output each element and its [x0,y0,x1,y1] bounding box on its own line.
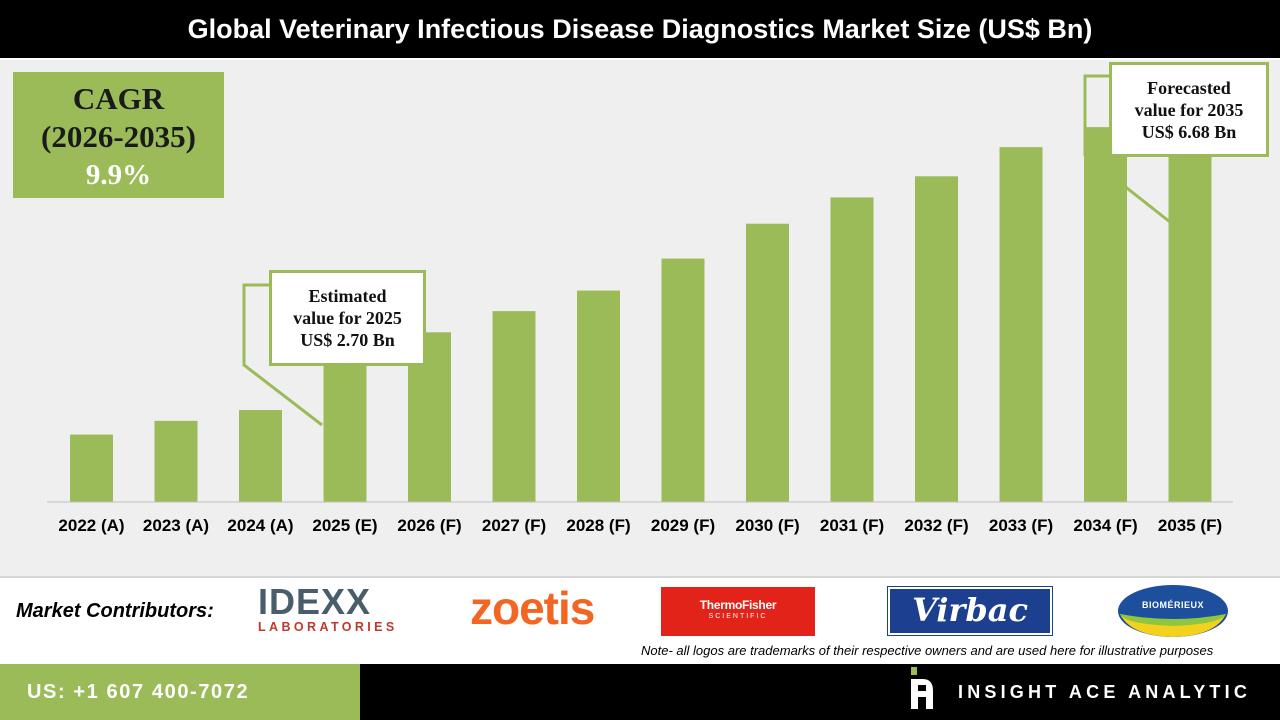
bar-2027-f [492,311,536,502]
x-tick-label: 2032 (F) [904,516,968,535]
x-tick-label: 2034 (F) [1073,516,1137,535]
bar-2024-a [239,410,282,502]
bar-2028-f [577,290,620,502]
insight-ace-logo-icon [911,667,933,709]
bar-2032-f [915,176,958,503]
forecasted-callout-connector [1083,74,1171,224]
estimated-callout-value: US$ 2.70 Bn [300,330,395,350]
contact-phone: US: +1 607 400-7072 [0,664,360,720]
callout-connectors [242,74,1171,427]
zoetis-logo: zoetis [470,582,595,634]
x-tick-label: 2031 (F) [820,516,884,535]
x-tick-label: 2035 (F) [1158,516,1222,535]
cagr-value: 9.9% [85,159,152,191]
x-tick-label: 2028 (F) [566,516,630,535]
x-tick-label: 2029 (F) [651,516,715,535]
x-tick-label: 2033 (F) [989,516,1053,535]
forecasted-value-callout: Forecasted value for 2035 US$ 6.68 Bn [1109,62,1269,157]
bar-2034-f [1084,127,1127,503]
brand-name: INSIGHT ACE ANALYTIC [958,682,1252,702]
cagr-period: (2026-2035) [41,119,196,154]
bar-2029-f [661,258,705,502]
bar-2025-e [323,347,367,502]
panel-divider [0,576,1280,578]
forecasted-callout-line1: Forecasted [1147,77,1231,98]
bar-2035-f [1168,120,1212,503]
x-tick-label: 2030 (F) [735,516,799,535]
estimated-callout-connector [242,283,323,427]
footer-bar [360,664,1280,720]
idexx-logo: IDEXX LABORATORIES [258,581,398,635]
estimated-value-callout: Estimated value for 2025 US$ 2.70 Bn [269,270,426,366]
bar-2022-a [70,434,113,502]
virbac-logo: Virbac [887,586,1053,636]
forecasted-callout-value: US$ 6.68 Bn [1141,121,1237,142]
x-tick-label: 2024 (A) [227,516,293,535]
x-tick-label: 2022 (A) [58,516,124,535]
market-contributors-label: Market Contributors: [16,600,214,622]
trademark-note: Note- all logos are trademarks of their … [641,643,1214,658]
bar-2023-a [154,420,198,502]
estimated-callout-line1: Estimated [308,286,387,306]
bar-2033-f [999,147,1043,502]
x-tick-label: 2023 (A) [143,516,209,535]
x-tick-label: 2025 (E) [312,516,377,535]
x-tick-label: 2026 (F) [397,516,461,535]
estimated-callout-line2: value for 2025 [293,308,402,328]
forecasted-callout-line2: value for 2035 [1134,99,1244,120]
x-tick-label: 2027 (F) [482,516,546,535]
cagr-label: CAGR [72,81,165,116]
biomerieux-logo: BIOMÉRIEUX [1118,585,1228,637]
bar-2030-f [746,223,789,502]
page-title: Global Veterinary Infectious Disease Dia… [0,0,1280,58]
svg-text:BIOMÉRIEUX: BIOMÉRIEUX [1142,600,1204,610]
thermofisher-logo: ThermoFisher SCIENTIFIC [661,587,815,636]
bar-2031-f [830,197,874,502]
cagr-box: CAGR (2026-2035) 9.9% [13,72,224,198]
